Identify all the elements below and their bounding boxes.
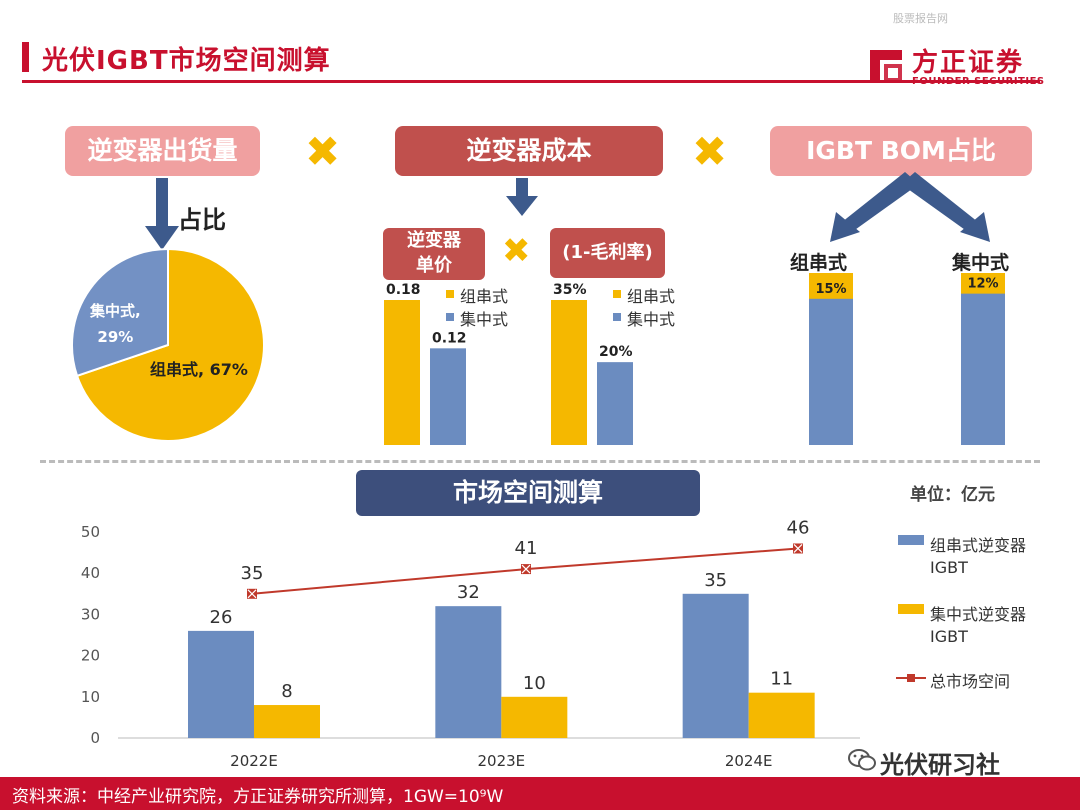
- box-inverter-cost: 逆变器成本: [395, 126, 663, 176]
- box-igbt-bom: IGBT BOM占比: [770, 126, 1032, 176]
- legend-string: 组串式: [627, 287, 676, 306]
- pie-slice-集中式: [71, 247, 169, 378]
- box-inverter-shipment: 逆变器出货量: [65, 126, 260, 176]
- bar-value-label: 35: [704, 570, 727, 591]
- bom-bar-body-组串式: [809, 298, 853, 445]
- total-point: [521, 564, 531, 575]
- x-tick-label: 2023E: [478, 752, 526, 770]
- market-chart: 0 10 20 30 40 50 26 8 2022E 32 10 2023E 35 11 2024E 35 4…: [81, 517, 860, 770]
- times-icon: ✖: [692, 127, 728, 176]
- bar-value-label: 0.12: [432, 330, 467, 346]
- bar-value-label: 10: [523, 673, 546, 694]
- legend-string-igbt-1: 组串式逆变器: [930, 536, 1027, 555]
- pie-label-string: 组串式, 67%: [150, 360, 248, 379]
- logo-en-text: FOUNDER SECURITIES: [912, 76, 1045, 87]
- title-accent-bar: [22, 42, 29, 72]
- bom-bar-body-集中式: [961, 293, 1005, 445]
- total-marker-x: [247, 589, 257, 599]
- bom-bar-share-集中式: [961, 273, 1005, 294]
- bar-value-label: 8: [281, 681, 292, 702]
- logo-cn-text: 方正证券: [912, 48, 1025, 78]
- bom-bar-share-组串式: [809, 273, 853, 299]
- y-tick-label: 40: [81, 564, 100, 582]
- bar-value-label: 11: [770, 669, 793, 690]
- y-tick-label: 10: [81, 688, 100, 706]
- bar-central-igbt: [501, 696, 568, 738]
- pie-chart: [71, 247, 265, 442]
- legend-swatch-string: [446, 290, 454, 298]
- total-value-label: 41: [515, 538, 538, 559]
- bar-string-igbt: [188, 630, 254, 738]
- page-title: 光伏IGBT市场空间测算: [42, 46, 331, 76]
- total-value-label: 35: [241, 563, 264, 584]
- total-marker-x: [793, 544, 803, 553]
- bar-value-label: 35%: [553, 282, 587, 298]
- bar-集中式: [430, 348, 466, 445]
- down-arrow-icon: [506, 178, 538, 216]
- total-point: [247, 588, 257, 599]
- x-tick-label: 2024E: [725, 752, 773, 770]
- bom-value-label: 12%: [967, 277, 998, 292]
- bar-central-igbt: [254, 705, 320, 738]
- watermark-text: 股票报告网: [893, 12, 948, 25]
- mini-bar-charts: 0.18 0.12 35% 20% 15% 12%: [384, 273, 1005, 445]
- legend-total: 总市场空间: [930, 672, 1011, 691]
- times-icon: ✖: [502, 231, 531, 271]
- legend-swatch-total: [896, 674, 926, 682]
- legend-swatch-central: [613, 313, 621, 321]
- bar-组串式: [551, 300, 587, 445]
- legend-swatch-string: [613, 290, 621, 298]
- legend-central-igbt-2: IGBT: [930, 627, 968, 646]
- founder-logo-icon: [870, 50, 902, 82]
- times-icon: ✖: [305, 127, 341, 176]
- bar-string-igbt: [435, 606, 502, 738]
- legend-central: 集中式: [460, 310, 509, 329]
- y-tick-label: 20: [81, 647, 100, 665]
- bom-label-string: 组串式: [790, 252, 848, 274]
- source-bar: [0, 777, 1080, 810]
- legend-string-igbt-2: IGBT: [930, 558, 968, 577]
- box-gross-margin: (1-毛利率): [550, 228, 665, 278]
- wechat-icon: [848, 749, 876, 771]
- pie-label-central: 集中式, 29%: [90, 302, 141, 346]
- pie-slice-组串式: [75, 247, 265, 442]
- section-divider: [40, 460, 1040, 463]
- legend-swatch-central-igbt: [898, 604, 924, 614]
- bar-集中式: [597, 362, 633, 445]
- box-inverter-unit-price: 逆变器 单价: [383, 228, 485, 280]
- bom-label-central: 集中式: [952, 252, 1010, 274]
- unit-label: 单位：亿元: [910, 485, 995, 505]
- bar-value-label: 20%: [599, 344, 633, 360]
- bar-value-label: 32: [457, 582, 480, 603]
- total-point: [793, 543, 803, 554]
- wechat-account: 光伏研习社: [880, 751, 1000, 779]
- bar-value-label: 0.18: [386, 282, 421, 298]
- total-value-label: 46: [787, 517, 810, 538]
- legend-string: 组串式: [460, 287, 509, 306]
- x-tick-label: 2022E: [230, 752, 278, 770]
- source-text: 资料来源：中经产业研究院，方正证券研究所测算，1GW=10⁹W: [12, 787, 504, 807]
- bom-value-label: 15%: [815, 282, 846, 297]
- bar-string-igbt: [682, 593, 749, 738]
- legend-central-igbt-1: 集中式逆变器: [930, 605, 1027, 624]
- total-marker-x: [521, 564, 531, 574]
- legend-swatch-string-igbt: [898, 535, 924, 545]
- down-arrow-icon: [145, 178, 179, 250]
- y-tick-label: 0: [90, 729, 100, 747]
- split-arrow-icon: [830, 172, 990, 242]
- bar-value-label: 26: [210, 607, 233, 628]
- legend-swatch-central: [446, 313, 454, 321]
- bar-组串式: [384, 300, 420, 445]
- y-tick-label: 50: [81, 523, 100, 541]
- y-tick-label: 30: [81, 605, 100, 623]
- legend-central: 集中式: [627, 310, 676, 329]
- title-underline: [22, 80, 1040, 83]
- flow-arrows: [145, 172, 990, 250]
- share-label: 占比: [178, 206, 226, 234]
- bar-central-igbt: [748, 692, 815, 738]
- box-market-estimate: 市场空间测算: [356, 470, 700, 516]
